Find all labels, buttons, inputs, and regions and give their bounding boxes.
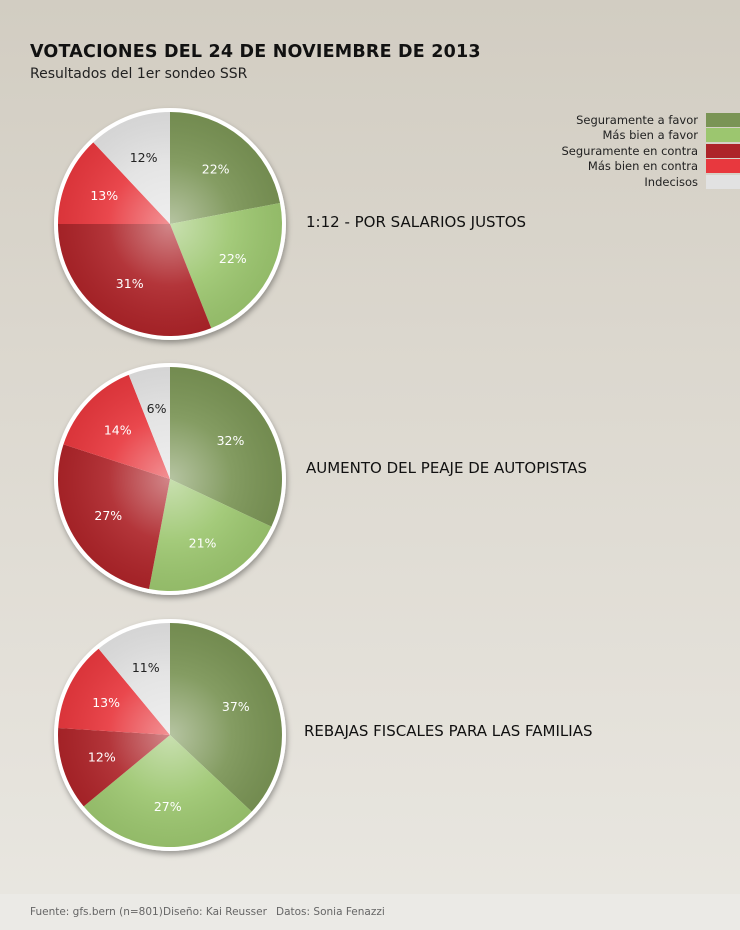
footer-design: Diseño: Kai Reusser (163, 906, 267, 918)
legend-item-seguramente-a-favor: Seguramente a favor (440, 112, 740, 128)
legend: Seguramente a favor Más bien a favor Seg… (440, 112, 740, 190)
pie-label-seguramente-a-favor: 32% (217, 433, 245, 448)
footer: Fuente: gfs.bern (n=801) Diseño: Kai Reu… (0, 894, 740, 930)
legend-label: Más bien a favor (602, 128, 699, 143)
legend-swatch (706, 159, 740, 174)
pie-label-mas-bien-en-contra: 14% (104, 422, 132, 437)
legend-label: Indecisos (644, 174, 698, 189)
pie-chart-title: AUMENTO DEL PEAJE DE AUTOPISTAS (306, 459, 587, 477)
pie-chart-1: 22% 22% 31% 13% 12% 1:12 - POR SALARIOS JUSTO… (54, 108, 526, 340)
pie-label-mas-bien-a-favor: 27% (154, 799, 182, 814)
legend-label: Más bien en contra (587, 159, 698, 174)
legend-item-mas-bien-en-contra: Más bien en contra (440, 159, 740, 175)
pie-highlight (58, 112, 282, 336)
pie-label-mas-bien-en-contra: 13% (92, 695, 120, 710)
legend-swatch (706, 143, 740, 158)
legend-label: Seguramente en contra (561, 143, 699, 158)
footer-source: Fuente: gfs.bern (n=801) (30, 906, 163, 918)
pie-label-indecisos: 11% (132, 660, 160, 675)
legend-label: Seguramente a favor (576, 112, 698, 127)
pie-label-seguramente-a-favor: 37% (222, 699, 250, 714)
pie-label-mas-bien-a-favor: 22% (219, 251, 247, 266)
legend-item-seguramente-en-contra: Seguramente en contra (440, 143, 740, 159)
pie-chart-3: 37% 27% 12% 13% 11% REBAJAS FISCALES PARA LAS… (54, 619, 592, 851)
pie-highlight (58, 367, 282, 591)
legend-swatch (706, 112, 740, 127)
pie-label-seguramente-en-contra: 31% (116, 276, 144, 291)
footer-data: Datos: Sonia Fenazzi (276, 906, 385, 918)
pie-highlight (58, 623, 282, 847)
pie-label-seguramente-en-contra: 12% (88, 750, 116, 765)
pie-label-mas-bien-a-favor: 21% (189, 535, 217, 550)
legend-swatch (706, 174, 740, 189)
legend-swatch (706, 128, 740, 143)
pie-chart-title: 1:12 - POR SALARIOS JUSTOS (306, 213, 526, 231)
pie-label-indecisos: 12% (130, 150, 158, 165)
legend-item-indecisos: Indecisos (440, 174, 740, 190)
pie-label-seguramente-a-favor: 22% (202, 161, 230, 176)
chart-subtitle: Resultados del 1er sondeo SSR (30, 66, 248, 82)
pie-chart-2: 32% 21% 27% 14% 6% AUMENTO DEL PEAJE DE AUTOP… (54, 363, 587, 595)
pie-label-seguramente-en-contra: 27% (94, 508, 122, 523)
pie-label-indecisos: 6% (147, 401, 167, 416)
pie-label-mas-bien-en-contra: 13% (90, 188, 118, 203)
pie-chart-title: REBAJAS FISCALES PARA LAS FAMILIAS (304, 722, 592, 740)
legend-item-mas-bien-a-favor: Más bien a favor (440, 128, 740, 144)
chart-title: VOTACIONES DEL 24 DE NOVIEMBRE DE 2013 (30, 42, 481, 62)
